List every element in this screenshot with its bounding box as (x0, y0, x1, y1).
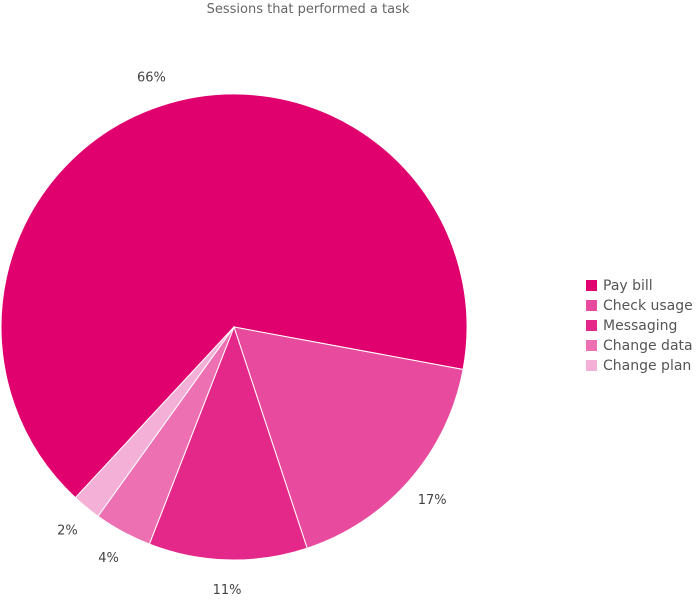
pie-slice-messaging (148, 325, 308, 561)
legend-label-change-data: Change data (603, 338, 693, 354)
pie-slice-change-plan (74, 326, 235, 517)
legend-label-check-usage: Check usage (603, 298, 693, 314)
pie-slices (0, 93, 468, 561)
legend-swatch-change-plan (586, 360, 597, 371)
pie-slice-pay-bill (0, 93, 468, 499)
percent-labels: 66% 17% 11% 4% 2% (57, 70, 447, 598)
legend-label-change-plan: Change plan (603, 358, 691, 374)
legend-swatch-pay-bill (586, 280, 597, 291)
legend-swatch-check-usage (586, 300, 597, 311)
percent-label-pay-bill: 66% (137, 70, 166, 85)
chart-title: Sessions that performed a task (207, 2, 410, 17)
legend-swatch-messaging (586, 320, 597, 331)
legend-swatch-change-data (586, 340, 597, 351)
pie-slice-check-usage (233, 326, 464, 549)
legend-label-messaging: Messaging (603, 318, 677, 334)
percent-label-change-data: 4% (98, 551, 119, 566)
legend-label-pay-bill: Pay bill (603, 278, 653, 294)
percent-label-check-usage: 17% (418, 493, 447, 508)
percent-label-change-plan: 2% (57, 524, 78, 539)
percent-label-messaging: 11% (213, 583, 242, 598)
legend: Pay bill Check usage Messaging Change data C… (586, 278, 693, 374)
